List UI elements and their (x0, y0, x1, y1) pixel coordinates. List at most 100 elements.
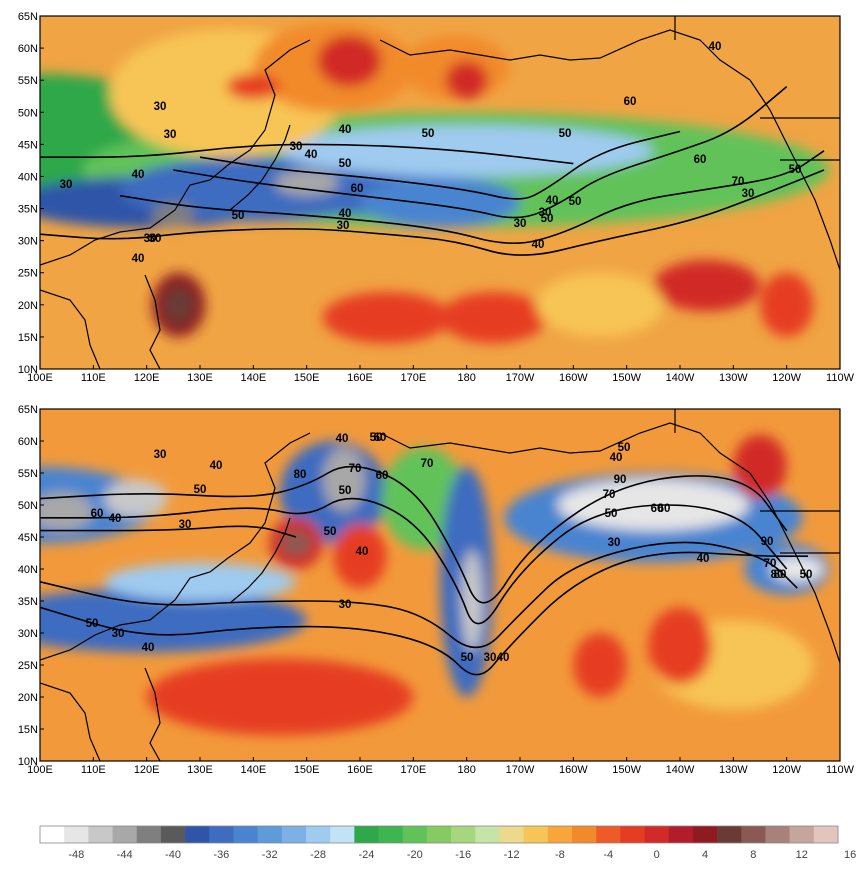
lat-tick-label: 15N (18, 332, 38, 344)
lon-tick-label: 140E (240, 372, 266, 384)
contour-label: 30 (144, 233, 157, 245)
contour-label: 40 (210, 460, 223, 472)
field-patch (536, 272, 664, 337)
colorbar-label: -24 (359, 849, 375, 861)
colorbar-swatch (547, 826, 573, 843)
lon-tick-label: 100E (27, 372, 53, 384)
lon-tick-label: 110E (81, 372, 106, 384)
colorbar-label: -4 (603, 849, 613, 861)
colorbar-swatch (40, 826, 65, 843)
contour-label: 50 (541, 213, 554, 225)
contour-line (173, 85, 788, 219)
lat-tick-label: 35N (18, 204, 38, 216)
colorbar-swatch (596, 826, 621, 843)
lat-tick-label: 30N (18, 236, 38, 248)
philippines-coastline (144, 274, 161, 369)
contour-labels: 3040506040308070604050503070504060504050… (86, 432, 813, 664)
contour-label: 50 (605, 508, 618, 520)
colorbar-labels: -48 -44 -40 -36 -32 -28 -24 -20 -16 -12 -8 -4 0 4 8 12 1… (68, 849, 856, 861)
coastlines (40, 409, 840, 761)
contour-label: 40 (610, 452, 623, 464)
colorbar-label: 4 (702, 849, 708, 861)
colorbar-label: -12 (504, 849, 520, 861)
colorbar-swatch (160, 826, 186, 843)
contour-line (40, 465, 788, 604)
contour-label: 90 (761, 536, 774, 548)
contour-label: 50 (461, 652, 474, 664)
contour-label: 70 (603, 489, 616, 501)
asia-coastline (40, 39, 311, 266)
lon-tick-label: 110E (81, 764, 106, 776)
contour-label: 30 (337, 220, 350, 232)
colorbar-label: -44 (117, 849, 133, 861)
contour-label: 40 (532, 239, 545, 251)
lon-tick-label: 100E (27, 764, 53, 776)
map-panel-bottom: 3040506040308070604050503070504060504050… (39, 408, 841, 762)
lat-tick-label: 50N (18, 107, 38, 119)
contour-label: 50 (569, 196, 582, 208)
contour-label: 80 (294, 469, 307, 481)
contour-label: 70 (764, 558, 777, 570)
lon-tick-label: 140W (666, 764, 695, 776)
colorbar-label: -16 (455, 849, 471, 861)
border-line (674, 409, 840, 554)
lat-tick-label: 10N (18, 756, 38, 768)
contour-line (40, 541, 798, 649)
field-patch (40, 492, 94, 531)
lon-tick-label: 160E (347, 764, 373, 776)
colorbar-swatch (789, 826, 815, 843)
lon-tick-label: 160W (559, 764, 588, 776)
lat-tick-label: 40N (18, 564, 38, 576)
field-patch (152, 202, 195, 228)
colorbar-swatch (813, 826, 839, 843)
colorbar-swatch (426, 826, 452, 843)
lat-tick-label: 45N (18, 139, 38, 151)
japan-coastline (229, 517, 291, 604)
field-patch (573, 633, 627, 697)
contour-label: 50 (324, 526, 337, 538)
lat-tick-label: 45N (18, 532, 38, 544)
southeast-asia-coastline (40, 682, 101, 761)
lon-tick-label: 150E (294, 372, 320, 384)
lat-tick-label: 30N (18, 628, 38, 640)
lat-tick-label: 55N (18, 468, 38, 480)
contour-label: 50 (800, 569, 813, 581)
lon-tick-label: 120E (134, 372, 160, 384)
lon-tick-label: 160E (347, 372, 373, 384)
contour-label: 40 (109, 513, 122, 525)
colorbar-swatch (402, 826, 428, 843)
philippines-coastline (144, 667, 161, 761)
contour-label: 40 (709, 41, 722, 53)
map-panel-top: 3030303040405050606070304030404050304050… (39, 15, 841, 370)
latitude-axis-labels: 65N 60N 55N 50N 45N 40N 35N 30N 25N 20N 15N 10N (18, 11, 44, 376)
lat-tick-label: 55N (18, 75, 38, 87)
lat-tick-label: 65N (18, 404, 38, 416)
colorbar-label: 16 (844, 849, 856, 861)
colorbar-label: -8 (555, 849, 565, 861)
colorbar-swatch (668, 826, 694, 843)
field-patch (322, 447, 366, 512)
map-frame (39, 15, 841, 370)
lat-tick-label: 65N (18, 11, 38, 23)
field-patch (440, 291, 547, 344)
contour-lines (40, 85, 825, 256)
lon-tick-label: 180 (457, 764, 475, 776)
field-patch (333, 524, 387, 589)
contour-label: 30 (112, 628, 125, 640)
lon-tick-label: 150E (294, 764, 320, 776)
field-patch (445, 60, 488, 100)
field-patch (461, 549, 483, 653)
contour-label: 40 (497, 652, 510, 664)
colorbar-swatch (717, 826, 742, 843)
contour-label: 50 (86, 618, 99, 630)
lon-tick-label: 120E (134, 764, 160, 776)
contour-label: 30 (608, 537, 621, 549)
field-patch (760, 272, 814, 337)
lon-tick-label: 160W (559, 372, 588, 384)
coastlines (40, 16, 840, 369)
colorbar-label: -36 (213, 849, 229, 861)
lon-tick-label: 120W (772, 372, 801, 384)
contour-label: 30 (164, 129, 177, 141)
colorbar-label: -20 (407, 849, 423, 861)
